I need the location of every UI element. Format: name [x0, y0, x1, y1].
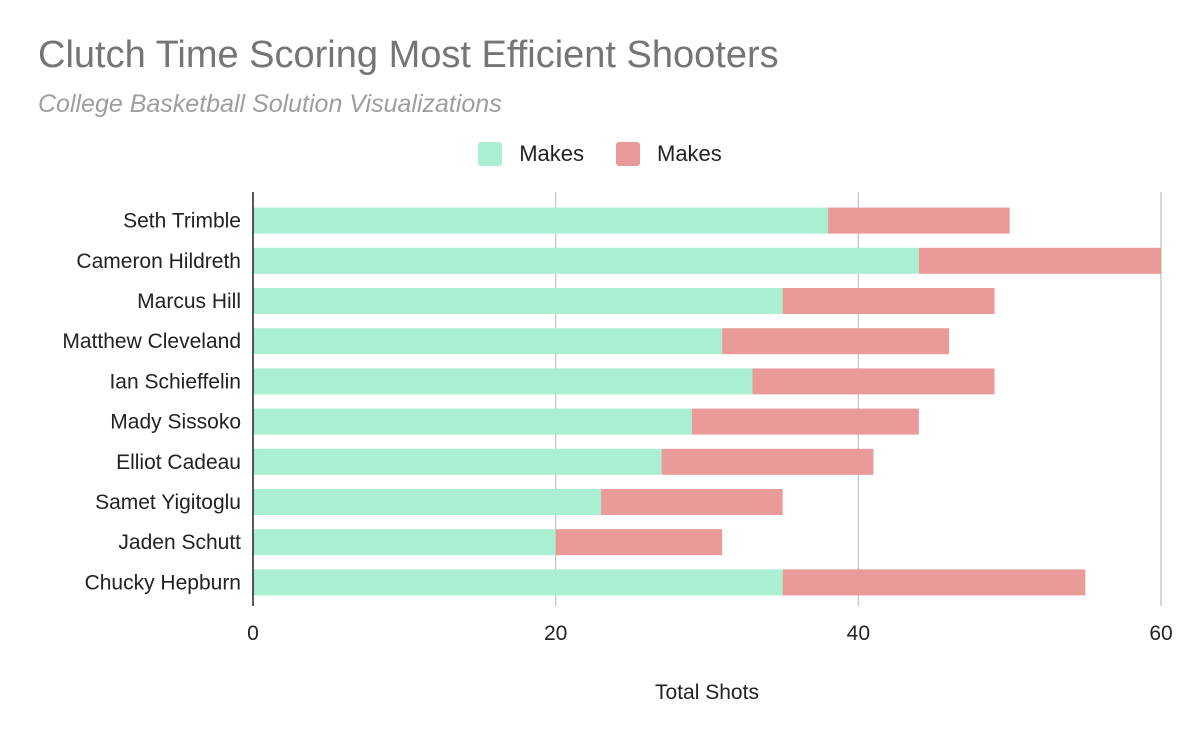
category-label-4: Matthew Cleveland — [62, 330, 241, 353]
category-label-8: Samet Yigitoglu — [95, 491, 241, 514]
x-axis-title: Total Shots — [655, 681, 759, 704]
bar-2-7[interactable] — [661, 448, 874, 475]
category-label-7: Elliot Cadeau — [116, 451, 241, 474]
x-tick-label-2: 40 — [847, 622, 870, 645]
bar-2-5[interactable] — [752, 368, 995, 395]
category-label-6: Mady Sissoko — [110, 411, 241, 434]
bar-2-9[interactable] — [555, 529, 723, 556]
x-tick-label-1: 20 — [544, 622, 567, 645]
legend-item-series-1[interactable]: Makes — [478, 141, 584, 167]
legend-swatch-series-2 — [616, 142, 640, 166]
legend-item-series-2[interactable]: Makes — [616, 141, 722, 167]
bar-2-3[interactable] — [782, 288, 995, 314]
category-label-1: Seth Trimble — [123, 210, 241, 233]
legend-label-series-1: Makes — [519, 141, 584, 166]
category-label-9: Jaden Schutt — [118, 531, 241, 554]
bar-1-4[interactable] — [253, 328, 723, 355]
bar-1-9[interactable] — [253, 529, 556, 556]
bar-2-4[interactable] — [722, 328, 950, 355]
bar-1-10[interactable] — [253, 569, 783, 596]
chart-legend: Makes Makes — [0, 141, 1200, 167]
bar-2-2[interactable] — [918, 247, 1161, 274]
category-label-5: Ian Schieffelin — [109, 370, 241, 393]
category-label-2: Cameron Hildreth — [76, 250, 241, 273]
x-tick-label-3: 60 — [1149, 622, 1172, 645]
bar-1-7[interactable] — [253, 448, 662, 475]
legend-swatch-series-1 — [478, 142, 503, 166]
chart-subtitle: College Basketball Solution Visualizatio… — [38, 90, 502, 118]
bar-2-8[interactable] — [601, 489, 783, 515]
category-label-10: Chucky Hepburn — [85, 571, 241, 594]
x-tick-label-0: 0 — [247, 622, 259, 645]
legend-label-series-2: Makes — [657, 141, 722, 166]
bar-1-3[interactable] — [253, 288, 783, 314]
bar-1-5[interactable] — [253, 368, 753, 395]
bar-2-10[interactable] — [782, 569, 1086, 596]
bar-1-1[interactable] — [253, 207, 829, 234]
bar-2-6[interactable] — [691, 408, 919, 435]
chart-title: Clutch Time Scoring Most Efficient Shoot… — [38, 34, 779, 76]
bar-2-1[interactable] — [828, 207, 1010, 234]
bar-1-2[interactable] — [253, 247, 919, 274]
bar-1-8[interactable] — [253, 489, 602, 515]
category-label-3: Marcus Hill — [137, 290, 241, 313]
bar-1-6[interactable] — [253, 408, 692, 435]
